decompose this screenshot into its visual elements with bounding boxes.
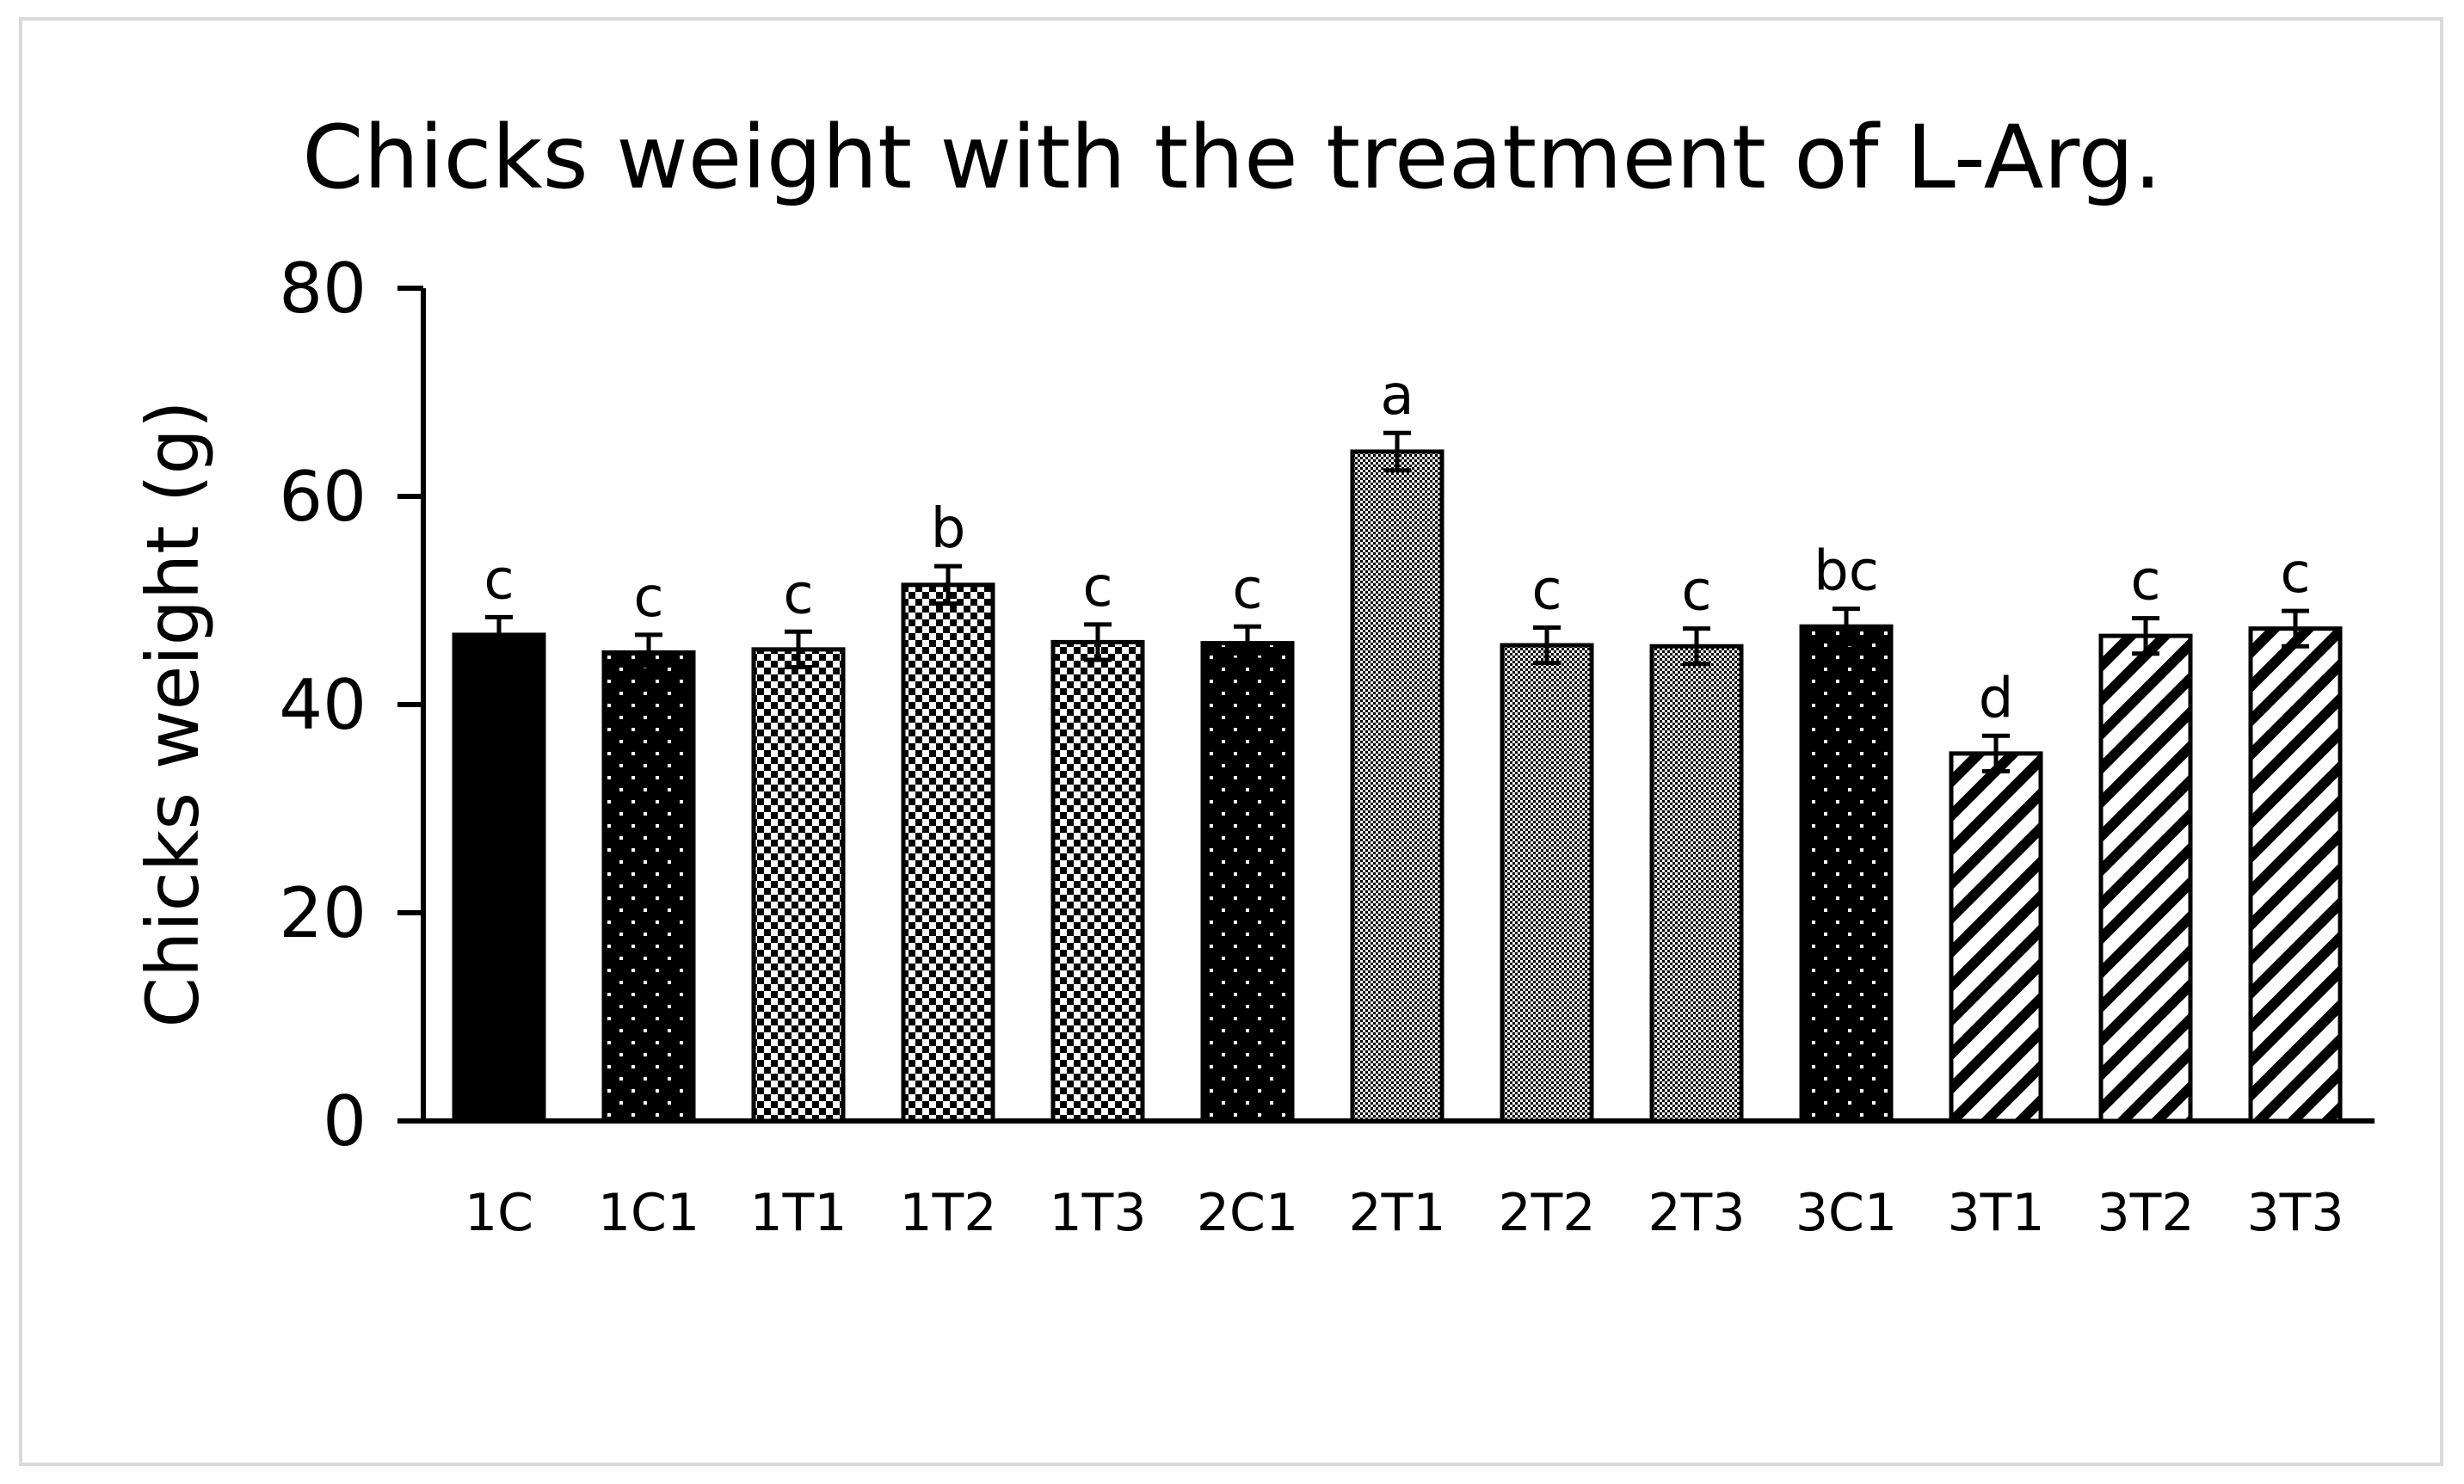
error-bar-2C1 — [1234, 624, 1261, 662]
bar-2C1 — [1200, 641, 1295, 1124]
error-bars — [485, 430, 2309, 773]
error-bar-3T2 — [2132, 616, 2159, 656]
significance-label: c — [633, 566, 663, 630]
error-bar-2T3 — [1683, 626, 1710, 667]
significance-label: c — [484, 548, 514, 612]
category-label: 2T3 — [1648, 1183, 1746, 1243]
category-labels: 1C 1C1 1T1 1T2 1T3 2C1 2T1 2T2 2T3 3C1 3T1 3T2 3T3 — [465, 1183, 2344, 1243]
significance-label: c — [1681, 560, 1711, 624]
y-tick-label: 20 — [279, 873, 367, 953]
category-label: 1C — [465, 1183, 533, 1243]
error-bar-2T1 — [1383, 430, 1411, 473]
y-tick-label: 80 — [279, 249, 367, 329]
bar-1C — [452, 632, 546, 1124]
y-tick-label: 40 — [279, 665, 367, 745]
bar-1T3 — [1050, 639, 1145, 1124]
chart-title: Chicks weight with the treatment of L-Ar… — [302, 107, 2161, 209]
bar-2T3 — [1649, 643, 1744, 1124]
significance-label: c — [2130, 550, 2160, 613]
significance-label: b — [931, 497, 966, 561]
y-axis-label: Chicks weight (g) — [131, 400, 215, 1027]
bar-1T1 — [751, 647, 846, 1124]
error-bar-1C1 — [635, 632, 662, 673]
significance-label: c — [783, 563, 813, 626]
bar-3T2 — [2098, 633, 2193, 1124]
bar-1C1 — [601, 650, 696, 1124]
category-label: 2T1 — [1349, 1183, 1446, 1243]
category-label: 1T3 — [1050, 1183, 1147, 1243]
category-label: 3T3 — [2247, 1183, 2344, 1243]
error-bar-3T3 — [2282, 608, 2309, 649]
bar-3T1 — [1949, 751, 2043, 1124]
bar-1T2 — [901, 582, 995, 1124]
error-bar-1T3 — [1084, 622, 1112, 662]
error-bar-1C — [485, 614, 513, 655]
category-label: 2C1 — [1197, 1183, 1298, 1243]
bar-3T3 — [2248, 626, 2343, 1124]
significance-label: c — [1531, 558, 1562, 622]
bar-3C1 — [1799, 624, 1894, 1124]
bar-2T1 — [1350, 449, 1445, 1124]
error-bar-2T2 — [1533, 625, 1561, 666]
y-tick-label: 60 — [279, 457, 367, 537]
category-label: 1T1 — [750, 1183, 847, 1243]
category-label: 3C1 — [1796, 1183, 1897, 1243]
category-label: 3T1 — [1948, 1183, 2045, 1243]
error-bar-3C1 — [1833, 607, 1860, 647]
category-label: 2T2 — [1499, 1183, 1596, 1243]
bar-2T2 — [1500, 643, 1594, 1124]
significance-label: c — [1082, 556, 1112, 619]
bars — [452, 449, 2343, 1124]
y-axis: 0 20 40 60 80 — [279, 249, 426, 1161]
category-label: 1C1 — [598, 1183, 699, 1243]
significance-label: a — [1380, 364, 1414, 428]
significance-label: bc — [1814, 540, 1879, 604]
error-bar-1T1 — [785, 629, 812, 669]
category-label: 1T2 — [900, 1183, 997, 1243]
error-bar-1T2 — [934, 563, 962, 607]
significance-label: c — [1232, 557, 1262, 621]
category-label: 3T2 — [2097, 1183, 2195, 1243]
error-bar-3T1 — [1982, 733, 2010, 773]
significance-label: c — [2280, 542, 2310, 606]
significance-label: d — [1979, 667, 2014, 730]
y-tick-label: 0 — [323, 1081, 367, 1161]
